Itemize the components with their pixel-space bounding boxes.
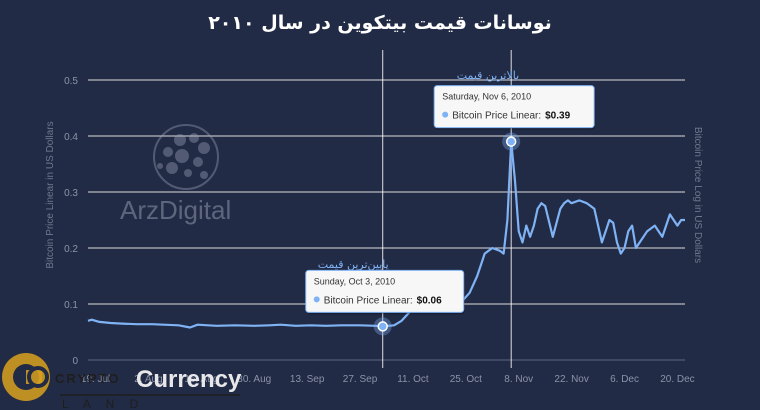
series-line xyxy=(87,140,685,329)
cc-currency-text: Currency xyxy=(136,366,242,393)
y-tick-label: 0.3 xyxy=(64,188,78,199)
tooltip-label-text: Bitcoin Price Linear: xyxy=(324,295,413,306)
data-point-marker[interactable] xyxy=(505,136,517,147)
y-tick-label: 0.1 xyxy=(64,300,78,311)
tooltip-date: Sunday, Oct 3, 2010 xyxy=(314,276,395,286)
x-tick-label: 6. Dec xyxy=(610,374,639,385)
tooltip-label-text: Bitcoin Price Linear: xyxy=(452,111,541,122)
cryptocurrency-land-watermark: CRYPTO Currency L A N D xyxy=(2,353,242,410)
tooltip-series-dot xyxy=(442,111,449,118)
tooltip-series-dot xyxy=(313,296,320,303)
tooltip-label: Bitcoin Price Linear: $0.06 xyxy=(324,295,442,306)
data-point-marker[interactable] xyxy=(377,321,388,332)
x-tick-label: 16. Aug xyxy=(184,374,218,385)
x-tick-label: 30. Aug xyxy=(237,374,271,385)
y-axis-title-right: Bitcoin Price Log in US Dollars xyxy=(692,127,703,263)
chart-title: نوسانات قیمت بیتکوین در سال ۲۰۱۰ xyxy=(208,12,552,34)
x-tick-label: 2. Aug xyxy=(134,374,162,385)
x-tick-label: 25. Oct xyxy=(450,374,482,385)
tooltip-box xyxy=(305,269,465,313)
tooltip-date: Saturday, Nov 6, 2010 xyxy=(442,92,531,102)
arzdigital-watermark-text: ArzDigital xyxy=(120,195,231,225)
grid xyxy=(88,79,685,361)
y-tick-label: 0.4 xyxy=(64,132,78,143)
y-ticks: 0 0.1 0.2 0.3 0.4 0.5 xyxy=(64,76,78,367)
tooltip-value: $0.06 xyxy=(417,295,442,306)
x-tick-label: 8. Nov xyxy=(504,374,533,385)
tooltip-box xyxy=(433,85,595,129)
tooltip-label: Bitcoin Price Linear: $0.39 xyxy=(452,111,570,122)
annotations: Saturday, Nov 6, 2010 Bitcoin Price Linea… xyxy=(305,69,596,336)
x-tick-label: 27. Sep xyxy=(343,374,378,385)
high-annotation: Saturday, Nov 6, 2010 Bitcoin Price Linea… xyxy=(433,69,596,151)
x-tick-label: 22. Nov xyxy=(554,374,588,385)
x-tick-label: 13. Sep xyxy=(290,374,325,385)
cc-crypto-text: CRYPTO xyxy=(55,371,120,386)
x-tick-label: 19. Jul xyxy=(81,374,110,385)
cc-logo-icon xyxy=(2,353,50,401)
x-tick-label: 11. Oct xyxy=(397,374,429,385)
x-tick-label: 20. Dec xyxy=(660,374,694,385)
lowest-price-label: پایین‌ترین قیمت xyxy=(318,258,389,271)
cc-land-text: L A N D xyxy=(62,397,144,410)
tooltip-value: $0.39 xyxy=(545,111,570,122)
y-axis-title: Bitcoin Price Linear in US Dollars xyxy=(45,121,56,268)
low-annotation: Sunday, Oct 3, 2010 Bitcoin Price Linear:… xyxy=(305,258,465,336)
y-tick-label: 0 xyxy=(72,356,78,367)
x-ticks: 19. Jul 2. Aug 16. Aug 30. Aug 13. Sep 27. Se… xyxy=(81,374,695,385)
highest-price-label: بالاترین قیمت xyxy=(457,69,520,82)
y-tick-label: 0.5 xyxy=(64,76,78,87)
arzdigital-logo-icon xyxy=(153,124,219,190)
y-tick-label: 0.2 xyxy=(64,244,78,255)
arzdigital-watermark: ArzDigital xyxy=(120,124,231,225)
